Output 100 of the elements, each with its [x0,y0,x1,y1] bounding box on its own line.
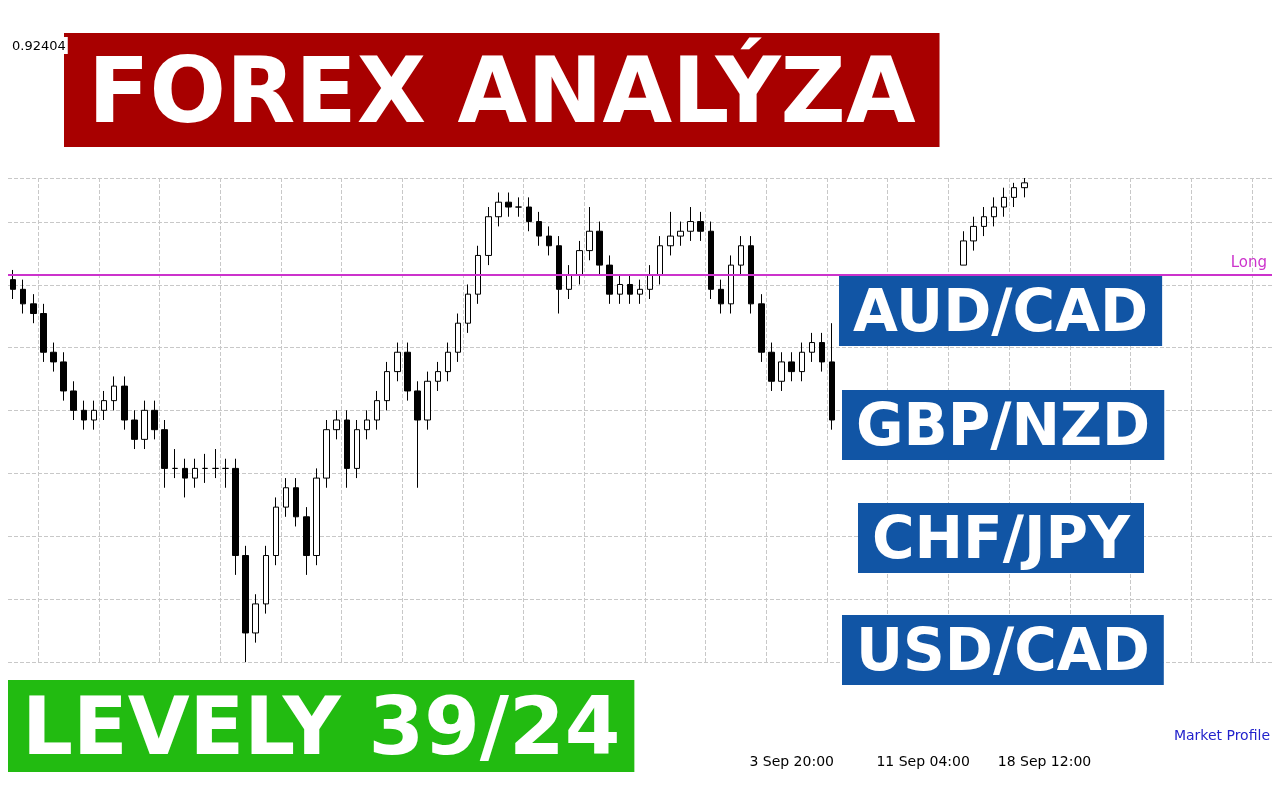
candlestick [647,264,653,300]
candlestick [414,380,421,489]
candlestick [273,496,279,566]
candlestick [778,351,785,392]
candlestick [384,361,390,411]
candlestick [182,458,188,498]
candlestick [50,342,57,373]
candlestick [627,274,633,305]
candlestick [606,254,613,305]
candlestick [515,196,522,218]
candlestick [728,254,734,315]
candlestick [252,593,259,644]
candlestick [212,448,219,479]
text: 0.92404 [12,38,66,53]
candlestick [991,196,997,227]
candlestick [475,245,481,305]
text: Market Profile [1173,727,1270,743]
candlestick [404,342,411,402]
candlestick [161,419,168,489]
annotation: USD/CAD [856,616,1150,684]
candlestick [445,342,451,382]
candlestick [1001,187,1007,218]
annotation: CHF/JPY [872,504,1131,572]
candlestick [617,274,623,305]
candlestick [10,269,16,300]
candlestick [232,458,239,576]
candlestick [151,400,158,440]
candlestick [121,375,128,431]
candlestick [30,293,37,324]
text: LEVELY 39/24 [22,679,621,773]
candlestick [242,545,249,663]
ref-line-label: Long [1230,253,1267,272]
chart-title: FOREX ANALÝZA [88,36,916,143]
candlestick [1021,177,1028,198]
candlestick [313,467,320,566]
candlestick [677,221,684,247]
candlestick [809,332,815,363]
x-tick-label: 11 Sep 04:00 [876,753,970,769]
candlestick [192,458,198,489]
candlestick [586,206,593,261]
candlestick [768,342,775,392]
candlestick [202,453,208,484]
candlestick [424,371,431,431]
candlestick [799,342,805,382]
candlestick [960,230,967,266]
candlestick [556,235,562,315]
candlestick [819,332,825,373]
candlestick [435,361,441,392]
candlestick [81,400,87,431]
candlestick [748,235,754,315]
candlestick [364,409,370,440]
candlestick [485,206,492,266]
candlestick [596,221,603,276]
candlestick [687,206,694,242]
candlestick [576,240,583,285]
candlestick [70,380,77,421]
candlestick [455,313,461,363]
candlestick [131,409,138,450]
candlestick [111,375,117,411]
candlestick [536,211,542,247]
annotation: GBP/NZD [856,391,1151,459]
candlestick [697,211,704,242]
candlestick [293,477,299,527]
candlestick [788,351,795,382]
candlestick [394,342,401,382]
candlestick [141,400,148,450]
candlestick [172,448,178,479]
candlestick [101,390,107,421]
candlestick [40,303,47,363]
candlestick [60,351,67,402]
candlestick [465,283,471,334]
candlestick [505,192,512,218]
candlestick [829,322,835,431]
candlestick [222,458,229,489]
candlestick [495,192,502,227]
candlestick [708,221,714,300]
candlestick [374,390,380,431]
candlestick [981,206,987,237]
candlestick [566,264,572,300]
candlestick [283,477,289,518]
candlestick [637,279,643,305]
candlestick [263,545,269,615]
candlestick [354,419,360,479]
x-tick-label: 3 Sep 20:00 [749,753,834,769]
candlestick [738,235,744,276]
candlestick [344,409,350,489]
candlestick [657,235,663,285]
candlestick [91,400,97,431]
candlestick [970,216,977,252]
candlestick [303,506,310,576]
annotation: AUD/CAD [853,277,1149,345]
candlestick [526,196,532,232]
candlestick [546,225,552,256]
candlestick [323,419,330,489]
x-tick-label: 18 Sep 12:00 [997,753,1092,769]
candlestick [667,211,674,256]
candlestick [1011,182,1017,208]
candlestick [20,279,26,315]
candlestick [333,409,340,440]
candlestick [718,279,724,315]
